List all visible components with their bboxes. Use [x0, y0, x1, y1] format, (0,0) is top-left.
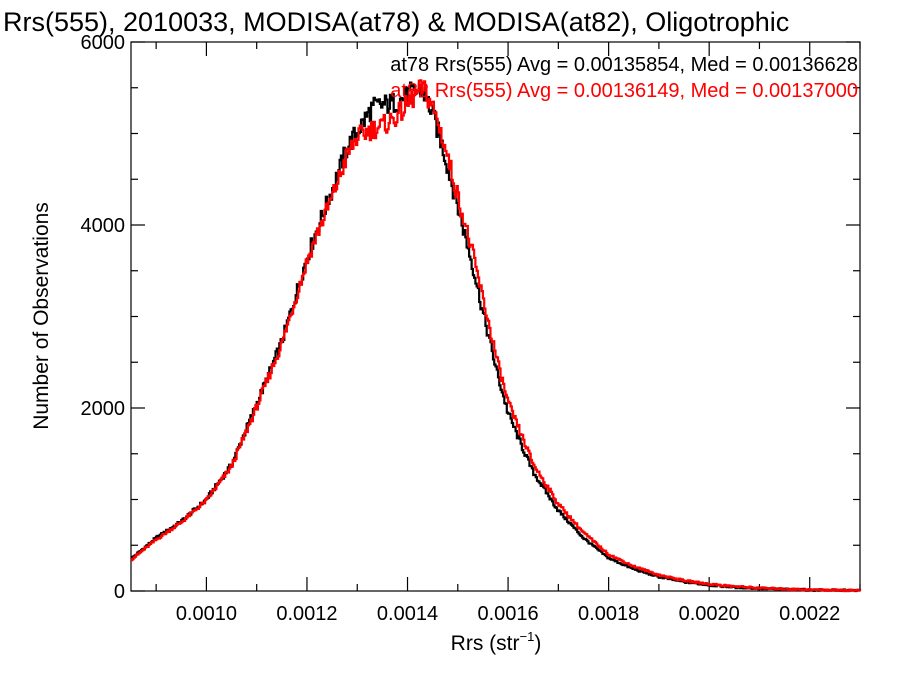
y-tick-label: 6000: [81, 32, 126, 54]
legend-entry-at78: at78 Rrs(555) Avg = 0.00135854, Med = 0.…: [390, 54, 858, 76]
y-tick-label: 2000: [81, 398, 126, 420]
y-tick-label: 0: [114, 581, 125, 603]
x-axis-label-main: Rrs (str: [451, 632, 520, 655]
y-tick-label: 4000: [81, 215, 126, 237]
x-tick-labels: 0.0010 0.0012 0.0014 0.0016 0.0018 0.0020 0.00…: [176, 603, 840, 625]
legend-entry-at82: at82 Rrs(555) Avg = 0.00136149, Med = 0.…: [390, 80, 858, 102]
plot-frame: [130, 41, 861, 592]
x-axis-label-close: ): [534, 632, 541, 655]
x-tick-label: 0.0018: [578, 603, 639, 625]
x-tick-label: 0.0014: [377, 603, 438, 625]
x-axis-label: Rrs (str−1): [451, 629, 542, 655]
series-line-at78: [131, 81, 862, 593]
x-axis-label-superscript: −1: [520, 629, 535, 644]
x-tick-label: 0.0016: [477, 603, 538, 625]
y-tick-labels: 0 2000 4000 6000: [81, 32, 126, 603]
chart-title: Rrs(555), 2010033, MODISA(at78) & MODISA…: [3, 7, 789, 37]
x-tick-label: 0.0022: [779, 603, 840, 625]
x-tick-label: 0.0020: [679, 603, 740, 625]
series-line-at82: [131, 79, 862, 593]
x-tick-label: 0.0012: [276, 603, 337, 625]
y-axis-label: Number of Observations: [30, 202, 53, 430]
x-tick-label: 0.0010: [176, 603, 237, 625]
axis-ticks: [131, 41, 861, 592]
